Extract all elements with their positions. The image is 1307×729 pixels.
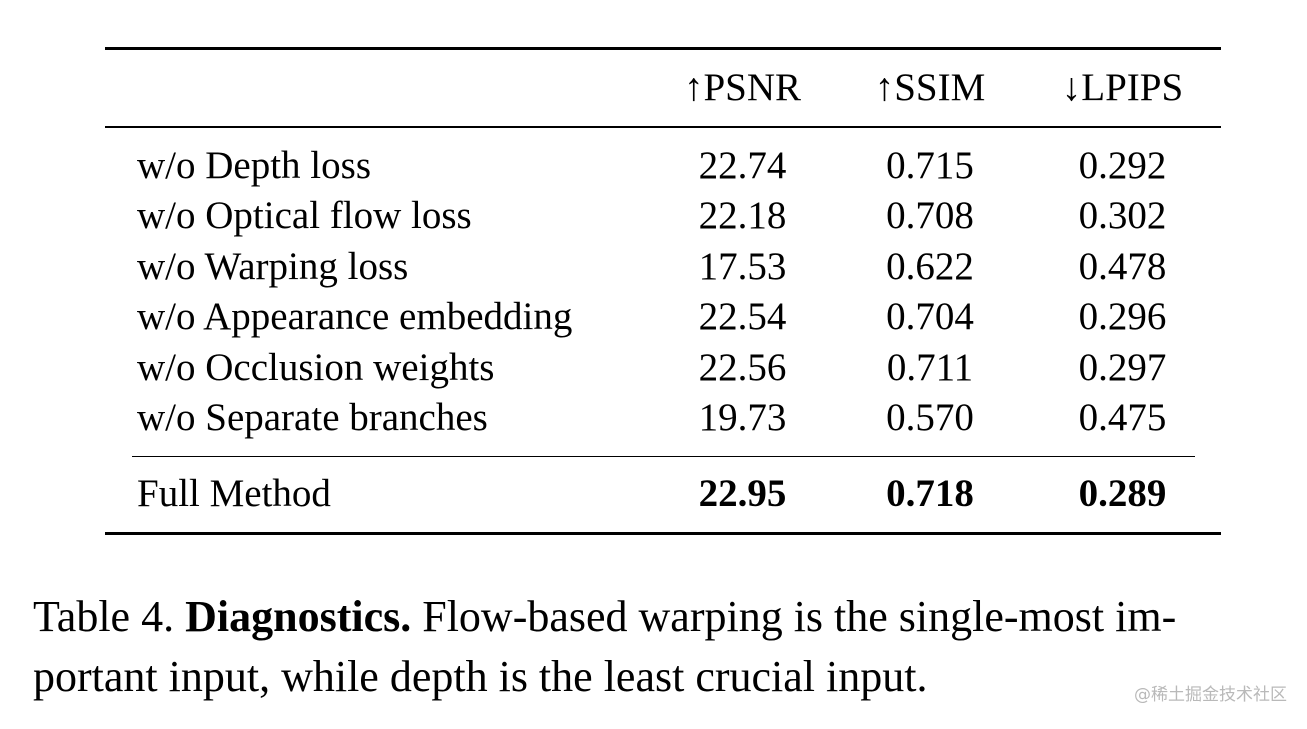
row-label: w/o Optical flow loss [137,194,472,237]
table-midrule [132,456,1195,457]
table-top-rule [105,47,1221,50]
table-caption: Table 4. Diagnostics. Flow-based warping… [33,587,1293,707]
cell-ssim: 0.704 [886,295,974,338]
caption-line-2: portant input, while depth is the least … [33,652,928,701]
full-method-label: Full Method [137,472,331,515]
cell-lpips: 0.296 [1078,295,1167,338]
cell-psnr: 22.56 [698,346,787,389]
caption-line-1: Table 4. Diagnostics. Flow-based warping… [33,587,1293,647]
cell-psnr: 17.53 [698,245,787,288]
cell-psnr: 22.18 [698,194,787,237]
cell-psnr: 19.73 [698,396,787,439]
cell-lpips: 0.478 [1078,245,1167,288]
header-ssim: ↑SSIM [874,66,986,109]
cell-lpips: 0.302 [1078,194,1167,237]
header-psnr: ↑PSNR [683,66,802,109]
cell-lpips: 0.475 [1078,396,1167,439]
cell-psnr: 22.54 [698,295,787,338]
cell-ssim: 0.570 [886,396,974,439]
header-lpips: ↓LPIPS [1061,66,1184,109]
cell-ssim: 0.711 [886,346,974,389]
full-method-psnr: 22.95 [698,472,787,515]
row-label: w/o Separate branches [137,396,488,439]
cell-ssim: 0.622 [886,245,974,288]
row-label: w/o Warping loss [137,245,409,288]
caption-title: Diagnostics. [185,592,412,641]
cell-psnr: 22.74 [698,144,787,187]
row-label: w/o Depth loss [137,144,371,187]
table-bottom-rule [105,532,1221,535]
cell-lpips: 0.297 [1078,346,1167,389]
table-header-rule [105,126,1221,128]
row-label: w/o Occlusion weights [137,346,495,389]
full-method-lpips: 0.289 [1078,472,1167,515]
cell-ssim: 0.715 [886,144,974,187]
cell-ssim: 0.708 [886,194,974,237]
caption-prefix: Table 4. [33,592,186,641]
full-method-ssim: 0.718 [886,472,974,515]
cell-lpips: 0.292 [1078,144,1167,187]
row-label: w/o Appearance embedding [137,295,573,338]
watermark-text: @稀土掘金技术社区 [1134,685,1287,705]
caption-line1-rest: Flow-based warping is the single-most im… [411,592,1177,641]
